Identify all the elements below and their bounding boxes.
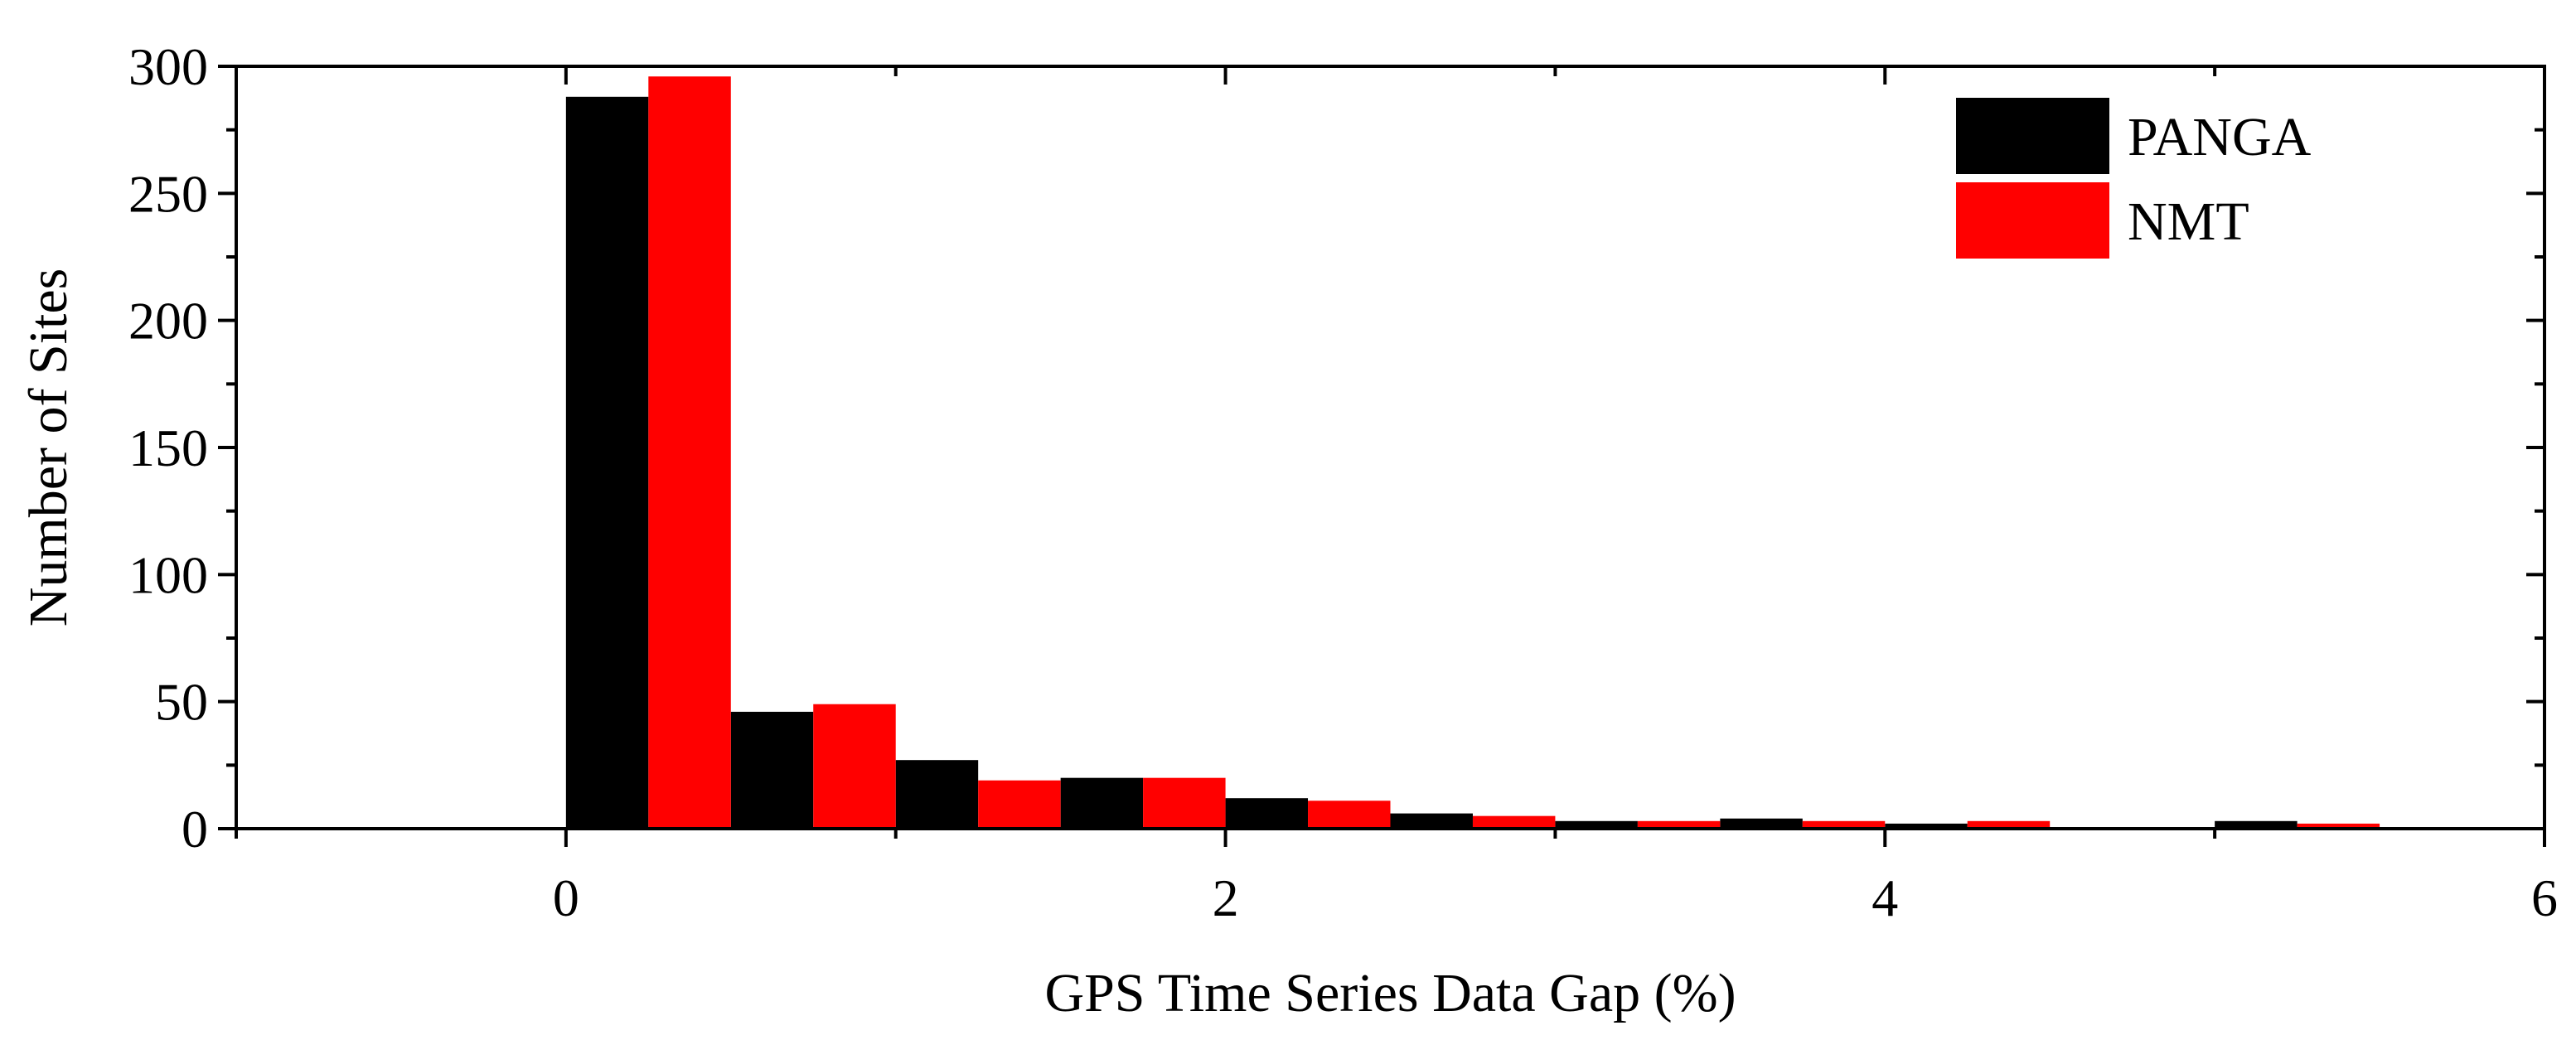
y-tick-label: 200 [128, 292, 208, 351]
bar-panga-10 [2215, 820, 2298, 829]
x-axis-title: GPS Time Series Data Gap (%) [1044, 963, 1736, 1023]
bar-nmt-6 [1637, 820, 1721, 829]
y-tick-label: 150 [128, 418, 208, 477]
bar-nmt-1 [813, 704, 896, 829]
ticks-group: 0 2 4 6 0 50 100 150 200 250 300 [128, 37, 2558, 927]
x-tick-label: 4 [1871, 868, 1898, 927]
bar-panga-7 [1720, 818, 1803, 829]
bar-panga-3 [1060, 777, 1144, 829]
bar-panga-2 [895, 760, 979, 829]
legend: PANGA NMT [1956, 98, 2312, 259]
legend-swatch-nmt [1956, 182, 2109, 259]
bars-group [565, 76, 2380, 830]
bar-nmt-10 [2297, 823, 2380, 829]
y-tick-label: 100 [128, 545, 208, 604]
bar-nmt-7 [1802, 820, 1886, 829]
bar-nmt-5 [1472, 815, 1556, 829]
bar-nmt-3 [1143, 777, 1226, 829]
y-tick-label: 250 [128, 164, 208, 223]
bar-panga-1 [730, 711, 814, 829]
legend-label-nmt: NMT [2128, 191, 2249, 252]
bar-nmt-0 [648, 76, 731, 830]
bar-panga-4 [1225, 798, 1309, 829]
bar-panga-0 [565, 96, 649, 830]
legend-swatch-panga [1956, 98, 2109, 174]
y-tick-label: 300 [128, 37, 208, 96]
x-tick-label: 2 [1213, 868, 1239, 927]
x-tick-label: 0 [553, 868, 579, 927]
y-axis-title: Number of Sites [18, 268, 79, 627]
bar-nmt-8 [1967, 820, 2051, 829]
y-tick-label: 50 [155, 673, 208, 732]
bar-panga-8 [1885, 823, 1968, 829]
x-tick-label: 6 [2531, 868, 2558, 927]
bar-panga-5 [1390, 813, 1473, 829]
bar-nmt-4 [1308, 801, 1391, 829]
legend-label-panga: PANGA [2128, 107, 2312, 167]
bar-nmt-2 [978, 780, 1061, 829]
y-tick-label: 0 [182, 800, 208, 859]
bar-panga-6 [1555, 820, 1638, 829]
